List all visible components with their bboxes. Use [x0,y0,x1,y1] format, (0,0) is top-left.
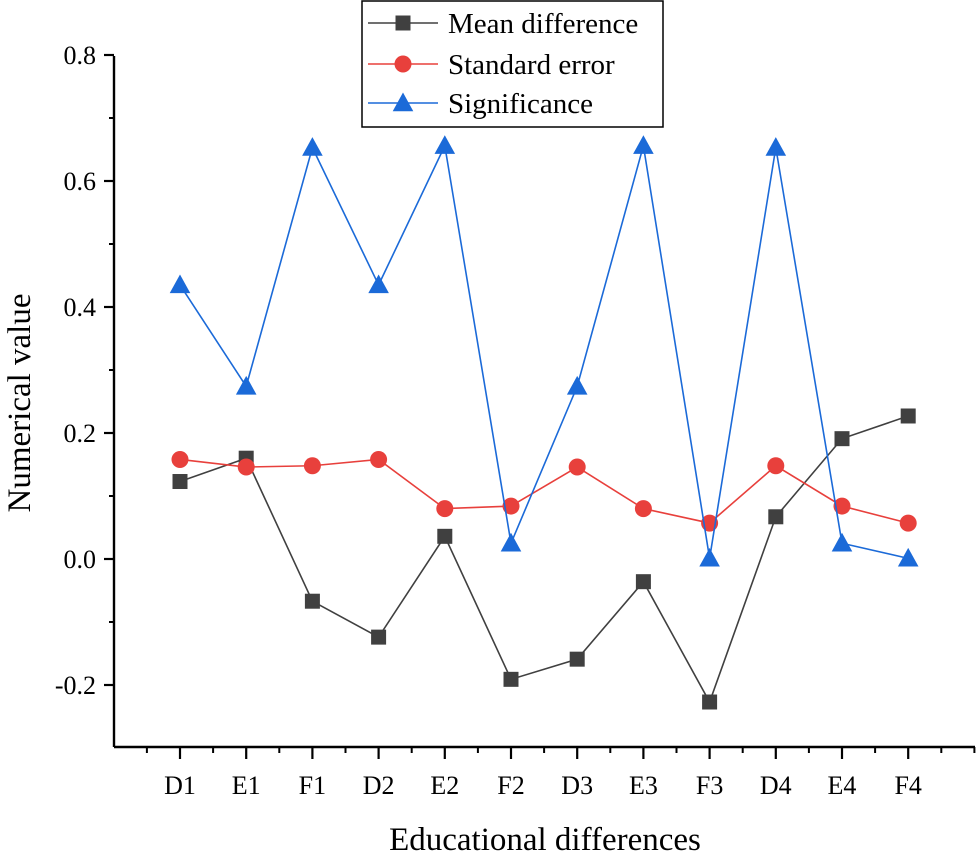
data-point [899,514,917,532]
y-axis-title: Numerical value [2,294,38,513]
data-point [765,137,787,156]
series-line [179,143,909,560]
data-point [237,458,255,476]
series-line [179,415,909,704]
tick-marks [104,53,976,759]
legend-marker [395,15,411,31]
y-tick-label: 0.4 [64,293,97,322]
legend-label: Mean difference [448,8,638,40]
legend-marker [394,55,412,73]
data-point [768,509,784,525]
y-tick-label: 0.0 [64,545,97,574]
data-point [169,274,191,294]
data-point [172,474,188,490]
data-point [500,532,522,552]
data-point [831,532,853,552]
x-tick-label: D3 [561,771,593,800]
series-mean-difference [172,408,916,710]
data-point [566,375,588,395]
data-point [569,651,585,667]
x-tick-label: F1 [299,771,326,800]
data-point [368,274,389,294]
data-point [833,497,851,515]
x-tick-label: D2 [363,771,395,800]
data-point [634,500,652,518]
x-tick-label: F4 [894,771,921,800]
x-tick-label: E1 [232,771,261,800]
y-tick-label: 0.8 [64,41,97,70]
legend: Mean difference Standard error Significanc… [361,0,664,128]
series-layer [169,135,919,710]
x-tick-label: D1 [164,771,196,800]
legend-label: Significance [448,88,593,120]
data-point [699,547,720,567]
legend-marker [392,92,414,112]
data-point [434,135,456,154]
data-point [635,574,651,590]
series-line [179,458,909,524]
data-point [834,431,850,447]
data-point [437,528,453,544]
series-significance [169,135,919,567]
data-point [503,671,519,687]
data-point [304,593,320,609]
y-tick-labels: -0.2 0.0 0.2 0.4 0.6 0.8 [55,41,96,700]
data-point [302,137,323,156]
data-point [568,458,586,476]
data-point [502,497,520,515]
data-point [900,408,916,424]
x-tick-label: F3 [696,771,723,800]
y-tick-label: 0.2 [64,419,97,448]
x-tick-label: E3 [629,771,658,800]
data-point [633,135,654,154]
data-point [436,500,454,518]
data-point [235,375,257,395]
legend-label: Standard error [448,49,615,81]
data-point [371,629,387,645]
data-point [303,457,321,475]
x-tick-labels: D1 E1 F1 D2 E2 F2 D3 E3 F3 D4 E4 F4 [164,771,922,800]
x-tick-label: E2 [430,771,459,800]
data-point [767,457,785,475]
axes [112,56,975,749]
y-tick-label: -0.2 [55,671,96,700]
x-tick-label: F2 [497,771,524,800]
x-tick-label: E4 [828,771,857,800]
x-tick-label: D4 [760,771,792,800]
data-point [171,450,189,468]
y-tick-label: 0.6 [64,167,97,196]
x-axis-title: Educational differences [389,822,701,858]
data-point [370,450,388,468]
data-point [897,547,919,567]
data-point [702,694,718,710]
